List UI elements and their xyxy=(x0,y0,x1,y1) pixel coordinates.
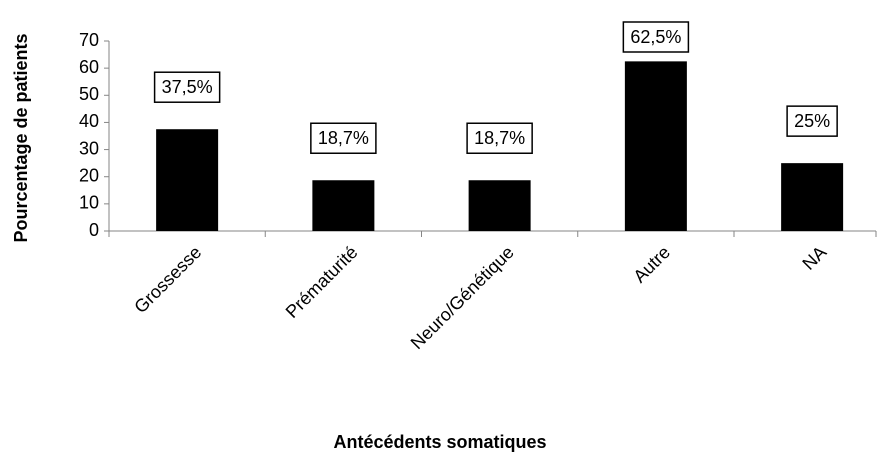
x-tick-label: Grossesse xyxy=(130,242,205,317)
x-tick-label: Neuro/Génétique xyxy=(407,242,518,353)
y-tick-label: 50 xyxy=(79,84,99,104)
x-axis-label: Antécédents somatiques xyxy=(333,432,546,452)
bar xyxy=(468,180,531,231)
value-label-box xyxy=(310,122,377,154)
y-tick-label: 70 xyxy=(79,30,99,50)
value-label: 18,7% xyxy=(474,128,525,148)
bar xyxy=(624,61,687,231)
y-tick-label: 0 xyxy=(89,220,99,240)
y-tick-label: 30 xyxy=(79,138,99,158)
y-tick-label: 20 xyxy=(79,165,99,185)
value-label-box xyxy=(622,21,690,53)
value-label-box xyxy=(153,71,221,103)
y-tick-label: 10 xyxy=(79,193,99,213)
x-tick-label: Autre xyxy=(629,242,674,287)
value-label-box xyxy=(786,105,838,137)
value-label: 62,5% xyxy=(630,27,681,47)
y-tick-label: 60 xyxy=(79,57,99,77)
bar xyxy=(312,180,375,231)
value-label-box xyxy=(466,122,533,154)
value-label: 18,7% xyxy=(318,128,369,148)
x-tick-label: NA xyxy=(798,242,830,274)
value-label: 25% xyxy=(794,111,830,131)
y-tick-label: 40 xyxy=(79,111,99,131)
value-label: 37,5% xyxy=(162,77,213,97)
bar xyxy=(156,129,219,231)
y-axis-label: Pourcentage de patients xyxy=(11,33,31,242)
x-tick-label: Prématurité xyxy=(282,242,362,322)
bar xyxy=(781,163,844,231)
